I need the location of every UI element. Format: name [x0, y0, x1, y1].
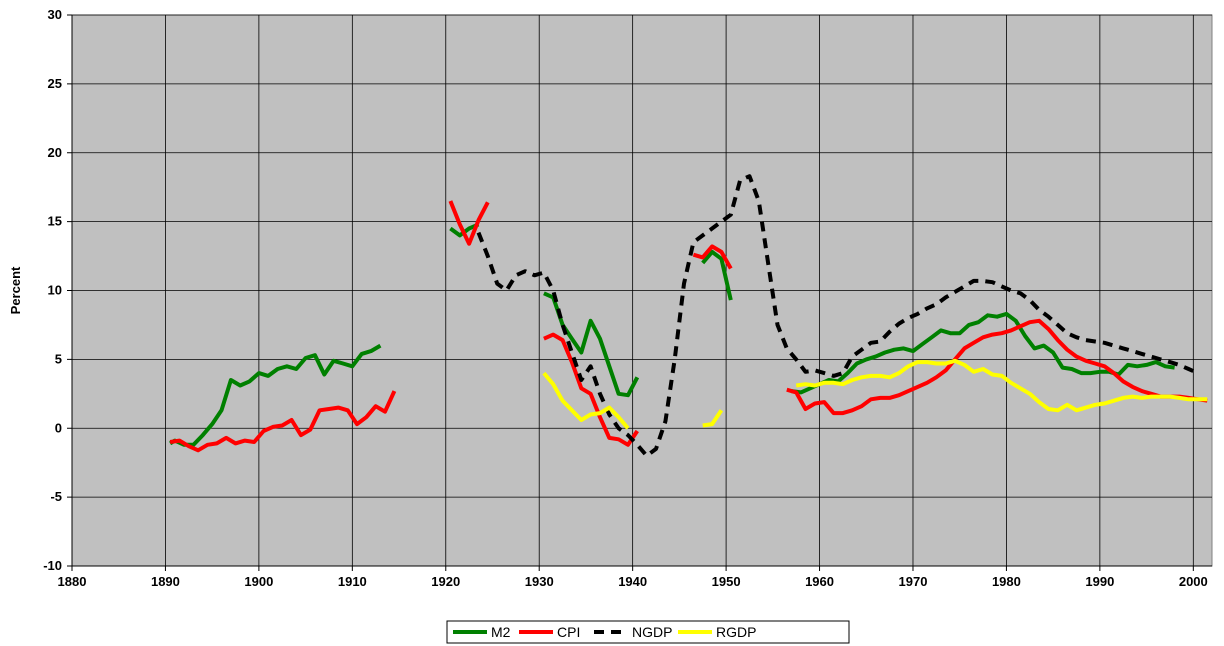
x-tick-label: 1970: [899, 574, 928, 589]
x-tick-label: 1990: [1085, 574, 1114, 589]
x-tick-label: 1920: [431, 574, 460, 589]
y-tick-label: 20: [48, 145, 62, 160]
series-cpi: [169, 200, 1208, 453]
x-tick-label: 1980: [992, 574, 1021, 589]
y-axis-title: Percent: [8, 266, 23, 314]
legend-label-m2: M2: [491, 624, 511, 640]
y-tick-label: 15: [48, 214, 62, 229]
y-tick-label: 0: [55, 420, 62, 435]
series-line-rgdp: [702, 409, 724, 428]
y-tick-label: -5: [50, 489, 62, 504]
x-tick-label: 1880: [58, 574, 87, 589]
y-tick-label: 5: [55, 351, 62, 366]
series-line-cpi: [692, 244, 733, 270]
x-tick-label: 1930: [525, 574, 554, 589]
series-line-cpi: [543, 332, 639, 447]
legend: M2 CPI NGDP RGDP: [446, 620, 850, 644]
gridlines: [71, 14, 1212, 567]
series-line-cpi: [169, 390, 397, 453]
series-line-m2: [169, 343, 382, 447]
x-tick-label: 1960: [805, 574, 834, 589]
x-tick-label: 1900: [244, 574, 273, 589]
x-axis-tick-labels: 1880 1890 1900 1910 1920 1930 1940 1950 1960 1970…: [58, 574, 1208, 589]
legend-label-ngdp: NGDP: [632, 624, 672, 640]
y-tick-label: 25: [48, 76, 62, 91]
axes: [67, 14, 1212, 571]
x-tick-label: 2000: [1179, 574, 1208, 589]
legend-box: [446, 620, 850, 644]
legend-label-cpi: CPI: [557, 624, 580, 640]
series-line-rgdp: [795, 358, 1208, 413]
x-tick-label: 1890: [151, 574, 180, 589]
series-line-ngdp: [476, 174, 1199, 458]
x-tick-label: 1940: [618, 574, 647, 589]
series-ngdp: [476, 174, 1199, 458]
series-line-cpi: [786, 318, 1208, 416]
x-tick-label: 1950: [712, 574, 741, 589]
series-line-rgdp: [542, 371, 630, 430]
y-tick-label: 30: [48, 7, 62, 22]
series-layer: [169, 174, 1208, 458]
series-line-m2: [701, 249, 733, 301]
x-tick-label: 1910: [338, 574, 367, 589]
y-tick-label: 10: [48, 283, 62, 298]
legend-label-rgdp: RGDP: [716, 624, 756, 640]
series-rgdp: [542, 358, 1208, 430]
y-axis-tick-labels: -10 -5 0 5 10 15 20 25 30: [43, 7, 62, 573]
series-line-cpi: [448, 200, 490, 246]
y-tick-label: -10: [43, 558, 62, 573]
